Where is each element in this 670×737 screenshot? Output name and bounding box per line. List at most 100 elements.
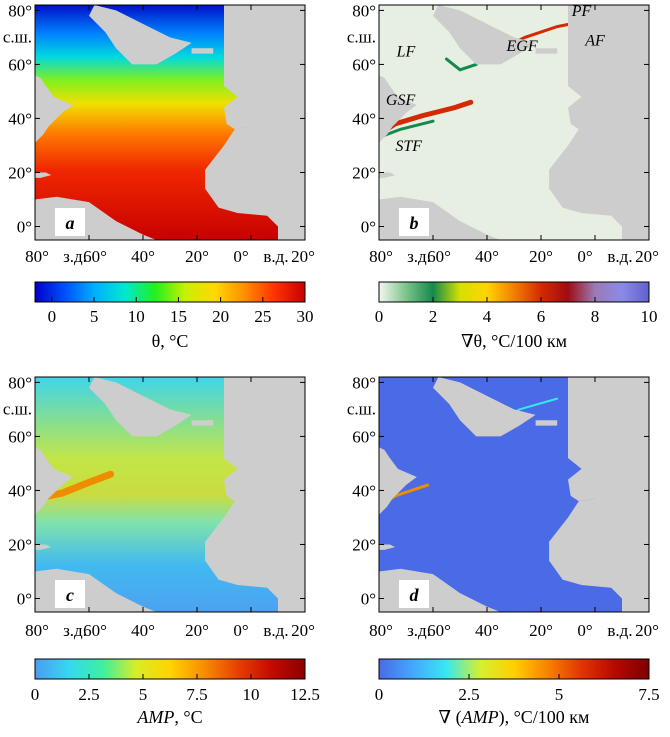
land-mass: [35, 5, 73, 143]
panel-label-box: [399, 580, 429, 608]
panel-a: 80° з.д.60° 40° 20° 0° в.д. 20°80°с.ш.60°40°20…: [3, 1, 315, 351]
x-tick-label: 60°: [427, 621, 451, 640]
x-tick-label: з.д.: [63, 247, 87, 266]
y-tick-label: 0°: [361, 217, 376, 236]
land-mass: [549, 126, 649, 240]
y-tick-label: 40°: [352, 481, 376, 500]
colorbar-tick-label: 10: [641, 307, 658, 326]
colorbar-tick-label: 0: [48, 307, 57, 326]
colorbar: [34, 281, 306, 303]
x-tick-label: 40°: [131, 621, 155, 640]
colorbar-tick-label: 7.5: [186, 685, 207, 704]
land-mass: [89, 5, 192, 65]
colorbar-tick-label: 0: [375, 307, 384, 326]
y-tick-label: 20°: [8, 163, 32, 182]
map-frame: [34, 376, 306, 613]
x-tick-label: 20°: [529, 247, 553, 266]
panel-label: b: [410, 213, 419, 233]
x-tick-label: з.д.: [407, 247, 431, 266]
land-mass: [379, 377, 417, 515]
front-annotation: STF: [395, 138, 422, 155]
land-mass: [35, 172, 52, 178]
x-tick-label: 0°: [577, 247, 592, 266]
land-mass: [379, 5, 417, 143]
x-tick-label: 20°: [635, 621, 659, 640]
y-tick-label: 80°: [8, 373, 32, 392]
panel-label-box: [399, 208, 429, 236]
land-mass: [568, 5, 649, 130]
x-tick-label: 20°: [291, 621, 315, 640]
front-annotation: EGF: [506, 38, 538, 55]
y-tick-label: 0°: [17, 589, 32, 608]
land-mass: [379, 544, 396, 550]
x-tick-label: 20°: [185, 247, 209, 266]
front-annotation: LF: [396, 43, 416, 60]
y-tick-label: 0°: [17, 217, 32, 236]
colorbar-tick-label: 20: [212, 307, 229, 326]
x-tick-label: 60°: [83, 247, 107, 266]
colorbar-tick-label: 25: [254, 307, 271, 326]
x-tick-label: 20°: [185, 621, 209, 640]
x-tick-label: 0°: [233, 621, 248, 640]
x-tick-label: в.д.: [607, 621, 632, 640]
colorbar-label: ∇ (AMP), °C/100 км: [439, 707, 590, 728]
colorbar-tick-label: 0: [31, 685, 40, 704]
land-mass: [224, 5, 305, 130]
colorbar-tick-label: 10: [243, 685, 260, 704]
colorbar-tick-label: 5: [90, 307, 99, 326]
land-mass: [535, 420, 558, 426]
panel-d: 80° з.д.60° 40° 20° 0° в.д. 20°80°с.ш.60°40°20…: [347, 373, 660, 728]
front-annotation: AF: [584, 33, 605, 50]
land-mass: [379, 172, 396, 178]
x-tick-label: 80°: [369, 247, 393, 266]
land-mass: [35, 377, 73, 515]
x-tick-label: 80°: [369, 621, 393, 640]
colorbar-label: ∇θ, °C/100 км: [461, 331, 567, 351]
y-tick-label: 0°: [361, 589, 376, 608]
x-tick-label: 40°: [131, 247, 155, 266]
x-tick-label: 40°: [475, 621, 499, 640]
y-tick-label: 60°: [8, 427, 32, 446]
colorbar-tick-label: 6: [537, 307, 546, 326]
land-mass: [433, 377, 536, 437]
y-tick-label: 80°: [8, 1, 32, 20]
colorbar-tick-label: 7.5: [638, 685, 659, 704]
y-tick-label: 60°: [8, 55, 32, 74]
colorbar-tick-label: 30: [297, 307, 314, 326]
land-mass: [433, 5, 536, 65]
panel-label: a: [66, 213, 75, 233]
colorbar-tick-label: 4: [483, 307, 492, 326]
colorbar-tick-label: 5: [139, 685, 148, 704]
x-tick-label: в.д.: [263, 621, 288, 640]
land-mass: [191, 420, 214, 426]
x-tick-label: 20°: [635, 247, 659, 266]
panel-label: d: [410, 585, 420, 605]
land-mass: [549, 498, 649, 612]
colorbar: [378, 658, 650, 680]
y-tick-label: 40°: [8, 109, 32, 128]
land-mass: [35, 544, 52, 550]
x-tick-label: в.д.: [263, 247, 288, 266]
colorbar-tick-label: 5: [555, 685, 564, 704]
land-mass: [89, 377, 192, 437]
colorbar-tick-label: 15: [170, 307, 187, 326]
colorbar-tick-label: 2.5: [458, 685, 479, 704]
land-mass: [224, 377, 305, 502]
map-frame: [378, 376, 650, 613]
colorbar-tick-label: 8: [591, 307, 600, 326]
panel-label-box: [55, 580, 85, 608]
front-annotation: GSF: [386, 92, 416, 109]
map-frame: [378, 4, 650, 241]
y-tick-label: 20°: [352, 163, 376, 182]
y-tick-label: 20°: [352, 535, 376, 554]
colorbar-tick-label: 2.5: [78, 685, 99, 704]
x-tick-label: 60°: [427, 247, 451, 266]
colorbar-tick-label: 10: [128, 307, 145, 326]
front-annotation: PF: [571, 3, 592, 20]
panel-b: 80° з.д.60° 40° 20° 0° в.д. 20°80°с.ш.60°40°20…: [347, 1, 659, 351]
land-mass: [205, 498, 305, 612]
colorbar-tick-label: 2: [429, 307, 438, 326]
y-tick-label: с.ш.: [347, 399, 376, 418]
colorbar-label: AMP, °C: [136, 707, 202, 727]
